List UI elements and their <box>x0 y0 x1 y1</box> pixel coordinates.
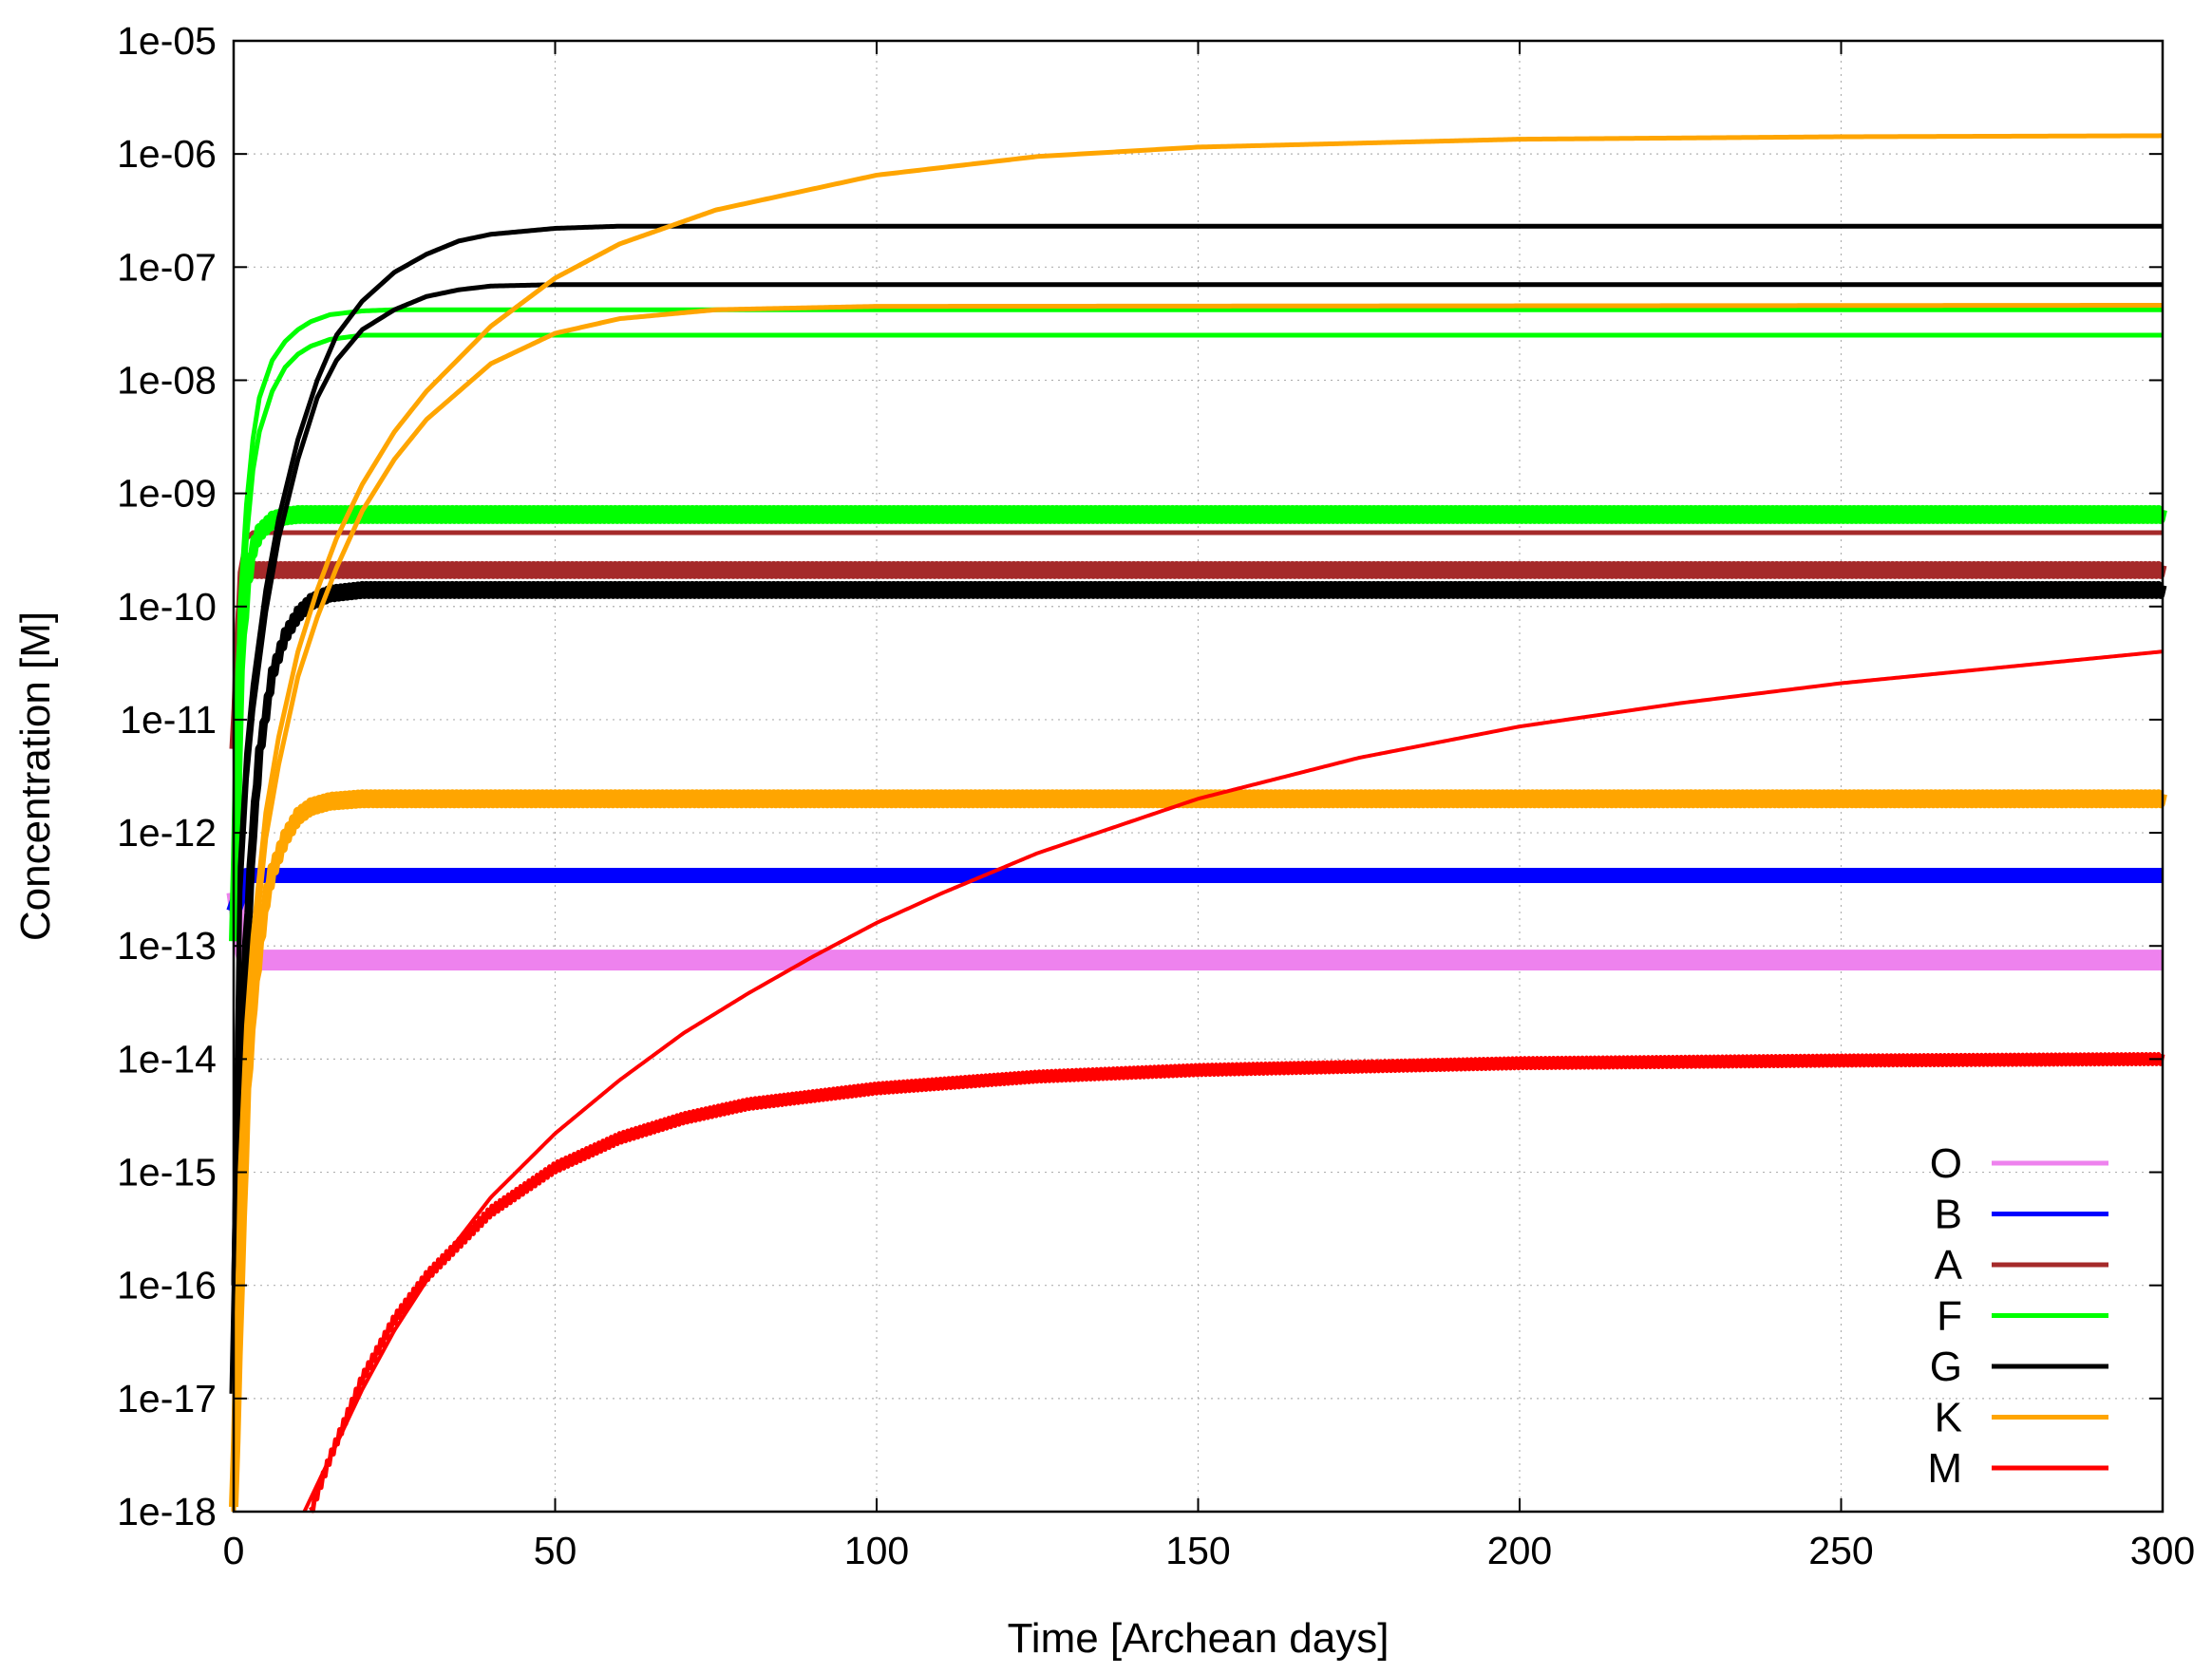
x-tick-label: 250 <box>1808 1529 1873 1572</box>
y-axis-label: Concentration [M] <box>12 611 59 941</box>
series-line-m <box>309 1051 2165 1514</box>
series-line-g <box>229 580 2167 1394</box>
x-tick-label: 100 <box>844 1529 909 1572</box>
y-tick-label: 1e-16 <box>117 1264 217 1307</box>
legend-label: M <box>1927 1445 1962 1492</box>
x-tick-label: 50 <box>534 1529 577 1572</box>
x-tick-label: 200 <box>1487 1529 1552 1572</box>
y-tick-label: 1e-15 <box>117 1151 217 1194</box>
y-tick-label: 1e-13 <box>117 924 217 968</box>
y-tick-label: 1e-09 <box>117 472 217 516</box>
tick-labels: 0 50 100 150 200 250 300 1e-18 1e-17 1e-16 1e-15 1e… <box>117 19 2195 1572</box>
legend-label: B <box>1935 1192 1962 1238</box>
x-tick-label: 150 <box>1165 1529 1230 1572</box>
series-line-f <box>229 504 2167 942</box>
y-tick-label: 1e-11 <box>120 698 217 742</box>
y-tick-label: 1e-05 <box>117 19 217 63</box>
y-tick-label: 1e-14 <box>117 1037 217 1081</box>
y-tick-label: 1e-10 <box>117 585 217 629</box>
y-tick-label: 1e-12 <box>117 811 217 855</box>
series-line-f <box>231 307 2164 912</box>
legend-label: O <box>1930 1140 1962 1187</box>
grid-lines <box>234 41 2163 1512</box>
x-tick-label: 0 <box>223 1529 245 1572</box>
y-tick-label: 1e-18 <box>117 1490 217 1533</box>
series-line-m <box>302 649 2164 1513</box>
axis-ticks <box>233 40 2164 1513</box>
series-line-k <box>231 133 2164 1513</box>
x-axis-label: Time [Archean days] <box>1008 1615 1390 1662</box>
legend-label: G <box>1930 1344 1962 1390</box>
legend-label: F <box>1937 1293 1962 1340</box>
y-tick-label: 1e-17 <box>117 1377 217 1420</box>
legend-label: K <box>1935 1395 1962 1441</box>
series-line-o <box>226 890 2171 971</box>
plot-series <box>226 133 2171 1514</box>
series-line-a <box>229 560 2167 750</box>
legend-label: A <box>1935 1242 1963 1288</box>
x-tick-label: 300 <box>2130 1529 2195 1572</box>
series-line-g <box>231 282 2164 1286</box>
series-line-g <box>231 223 2164 1286</box>
y-tick-label: 1e-06 <box>117 132 217 176</box>
series-line-a <box>231 530 2164 721</box>
series-line-k <box>231 302 2164 1513</box>
y-tick-label: 1e-08 <box>117 358 217 402</box>
series-line-b <box>226 867 2168 915</box>
y-tick-label: 1e-07 <box>117 245 217 289</box>
series-line-k <box>229 789 2167 1508</box>
